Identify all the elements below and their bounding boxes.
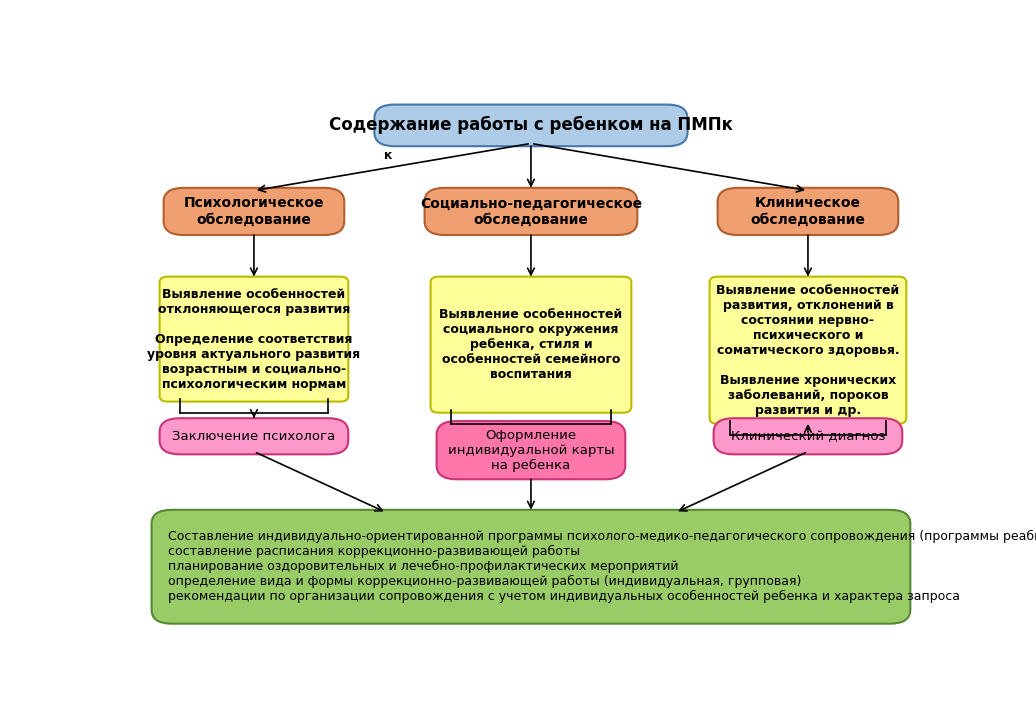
- FancyBboxPatch shape: [160, 277, 348, 402]
- Text: Клиническое
обследование: Клиническое обследование: [750, 196, 865, 226]
- FancyBboxPatch shape: [164, 188, 344, 235]
- Text: Клинический диагноз: Клинический диагноз: [730, 430, 885, 443]
- FancyBboxPatch shape: [374, 105, 688, 146]
- FancyBboxPatch shape: [425, 188, 637, 235]
- FancyBboxPatch shape: [710, 277, 906, 424]
- Text: Выявление особенностей
развития, отклонений в
состоянии нервно-
психического и
с: Выявление особенностей развития, отклоне…: [716, 284, 899, 417]
- Text: Заключение психолога: Заключение психолога: [172, 430, 336, 443]
- Text: Содержание работы с ребенком на ПМПк: Содержание работы с ребенком на ПМПк: [329, 116, 732, 134]
- Text: к: к: [384, 149, 393, 162]
- Text: Составление индивидуально-ориентированной программы психолого-медико-педагогичес: Составление индивидуально-ориентированно…: [168, 530, 1036, 603]
- FancyBboxPatch shape: [151, 510, 911, 624]
- Text: Психологическое
обследование: Психологическое обследование: [183, 196, 324, 226]
- Text: Выявление особенностей
социального окружения
ребенка, стиля и
особенностей семей: Выявление особенностей социального окруж…: [439, 308, 623, 381]
- FancyBboxPatch shape: [431, 277, 631, 412]
- Text: Социально-педагогическое
обследование: Социально-педагогическое обследование: [420, 196, 642, 226]
- FancyBboxPatch shape: [718, 188, 898, 235]
- Text: Оформление
индивидуальной карты
на ребенка: Оформление индивидуальной карты на ребен…: [448, 428, 614, 472]
- FancyBboxPatch shape: [436, 421, 626, 479]
- FancyBboxPatch shape: [714, 418, 902, 454]
- FancyBboxPatch shape: [160, 418, 348, 454]
- Text: Выявление особенностей
отклоняющегося развития

Определение соответствия
уровня : Выявление особенностей отклоняющегося ра…: [147, 288, 361, 391]
